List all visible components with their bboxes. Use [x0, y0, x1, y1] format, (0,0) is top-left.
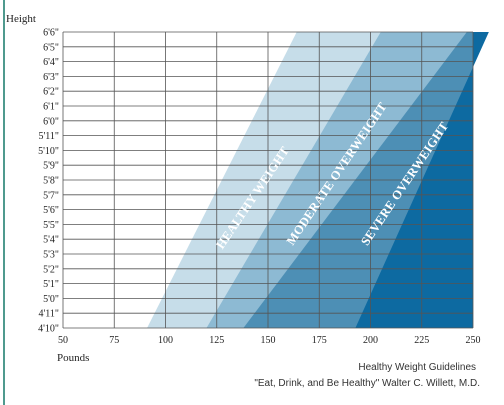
x-tick-label-50: 50: [58, 335, 68, 346]
grid-layer: [62, 31, 474, 329]
y-tick-label-58: 4'10": [38, 324, 59, 335]
y-tick-label-76: 6'4": [43, 57, 59, 68]
y-tick-label-61: 5'1": [43, 279, 59, 290]
y-tick-label-67: 5'7": [43, 190, 59, 201]
y-tick-label-74: 6'2": [43, 87, 59, 98]
x-axis-title: Pounds: [57, 352, 89, 364]
y-tick-label-78: 6'6": [43, 28, 59, 39]
y-tick-label-60: 5'0": [43, 294, 59, 305]
y-tick-label-63: 5'3": [43, 250, 59, 261]
y-tick-label-70: 5'10": [38, 146, 59, 157]
y-tick-label-64: 5'4": [43, 235, 59, 246]
x-tick-label-150: 150: [261, 335, 276, 346]
x-tick-label-75: 75: [109, 335, 119, 346]
x-tick-label-100: 100: [158, 335, 173, 346]
y-tick-label-72: 6'0": [43, 116, 59, 127]
y-axis-title: Height: [6, 13, 36, 25]
x-tick-label-125: 125: [209, 335, 224, 346]
y-tick-label-75: 6'3": [43, 72, 59, 83]
y-tick-label-73: 6'1": [43, 102, 59, 113]
x-tick-label-200: 200: [363, 335, 378, 346]
ticks-layer: 50 75 100 125 150 175 200 225 250 4'10" 4'11" 5'0" 5…: [38, 28, 480, 347]
caption-title: Healthy Weight Guidelines: [358, 362, 476, 373]
y-tick-label-66: 5'6": [43, 205, 59, 216]
x-tick-label-175: 175: [312, 335, 327, 346]
y-tick-label-77: 6'5": [43, 42, 59, 53]
left-border-rule: [3, 0, 5, 405]
caption-source: "Eat, Drink, and Be Healthy" Walter C. W…: [254, 378, 480, 389]
y-tick-label-71: 5'11": [38, 131, 59, 142]
y-tick-label-69: 5'9": [43, 161, 59, 172]
y-tick-label-59: 4'11": [38, 309, 59, 320]
y-tick-label-65: 5'5": [43, 220, 59, 231]
y-tick-label-62: 5'2": [43, 264, 59, 275]
x-tick-label-225: 225: [414, 335, 429, 346]
x-tick-label-250: 250: [466, 335, 481, 346]
y-tick-label-68: 5'8": [43, 176, 59, 187]
